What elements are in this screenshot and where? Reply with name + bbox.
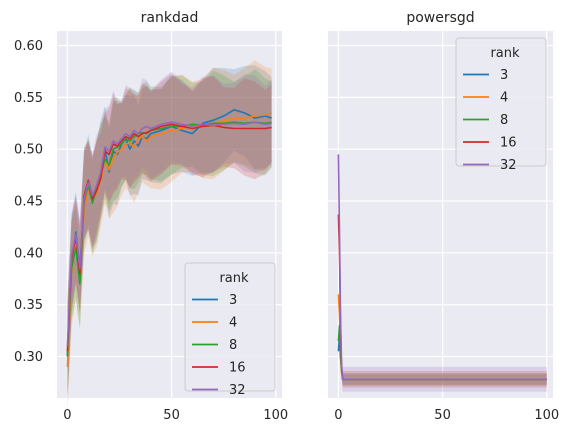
legend-label-32: 32 — [500, 158, 517, 173]
legend-label-16: 16 — [229, 361, 246, 376]
legend-box — [455, 37, 547, 167]
legend-box — [184, 262, 276, 392]
y-tick-label: 0.50 — [14, 143, 43, 158]
ci-band-16 — [67, 73, 272, 399]
legend-label-32: 32 — [229, 383, 246, 398]
legend-label-4: 4 — [229, 316, 237, 331]
legend-title: rank — [219, 271, 249, 286]
ci-band-4 — [338, 288, 547, 386]
x-tick-label: 100 — [263, 408, 288, 423]
x-tick-label: 0 — [334, 408, 342, 423]
y-tick-label: 0.60 — [14, 39, 43, 54]
legend-title: rank — [490, 46, 520, 61]
x-tick-label: 100 — [534, 408, 559, 423]
y-tick-label: 0.30 — [14, 350, 43, 365]
panel-powersgd: powersgd 0 50 100 rank 3 4 8 16 32 — [328, 10, 559, 423]
x-tick-label: 50 — [163, 408, 180, 423]
y-tick-label: 0.35 — [14, 298, 43, 313]
y-tick-label: 0.45 — [14, 195, 43, 210]
legend-label-8: 8 — [500, 113, 508, 128]
y-tick-label: 0.55 — [14, 91, 43, 106]
legend-label-8: 8 — [229, 338, 237, 353]
series-line-32 — [337, 154, 547, 381]
x-tick-label: 50 — [434, 408, 451, 423]
legend: rank 3 4 8 16 32 — [455, 37, 547, 173]
ci-band-4 — [67, 60, 272, 414]
series-line-32 — [66, 121, 272, 347]
x-tick-label: 0 — [63, 408, 71, 423]
panel-rankdad: rankdad 0 50 100 0.30 0.35 0.40 0.45 0.50 0.55 0.6… — [14, 10, 288, 423]
legend-label-4: 4 — [500, 91, 508, 106]
panel-title: powersgd — [406, 10, 474, 26]
panel-title: rankdad — [141, 10, 199, 26]
legend-label-16: 16 — [500, 136, 517, 151]
legend: rank 3 4 8 16 32 — [184, 262, 276, 398]
y-tick-label: 0.40 — [14, 246, 43, 261]
legend-label-3: 3 — [500, 68, 508, 83]
ci-band-3 — [67, 65, 272, 400]
series-line-8 — [66, 121, 272, 357]
legend-label-3: 3 — [229, 293, 237, 308]
